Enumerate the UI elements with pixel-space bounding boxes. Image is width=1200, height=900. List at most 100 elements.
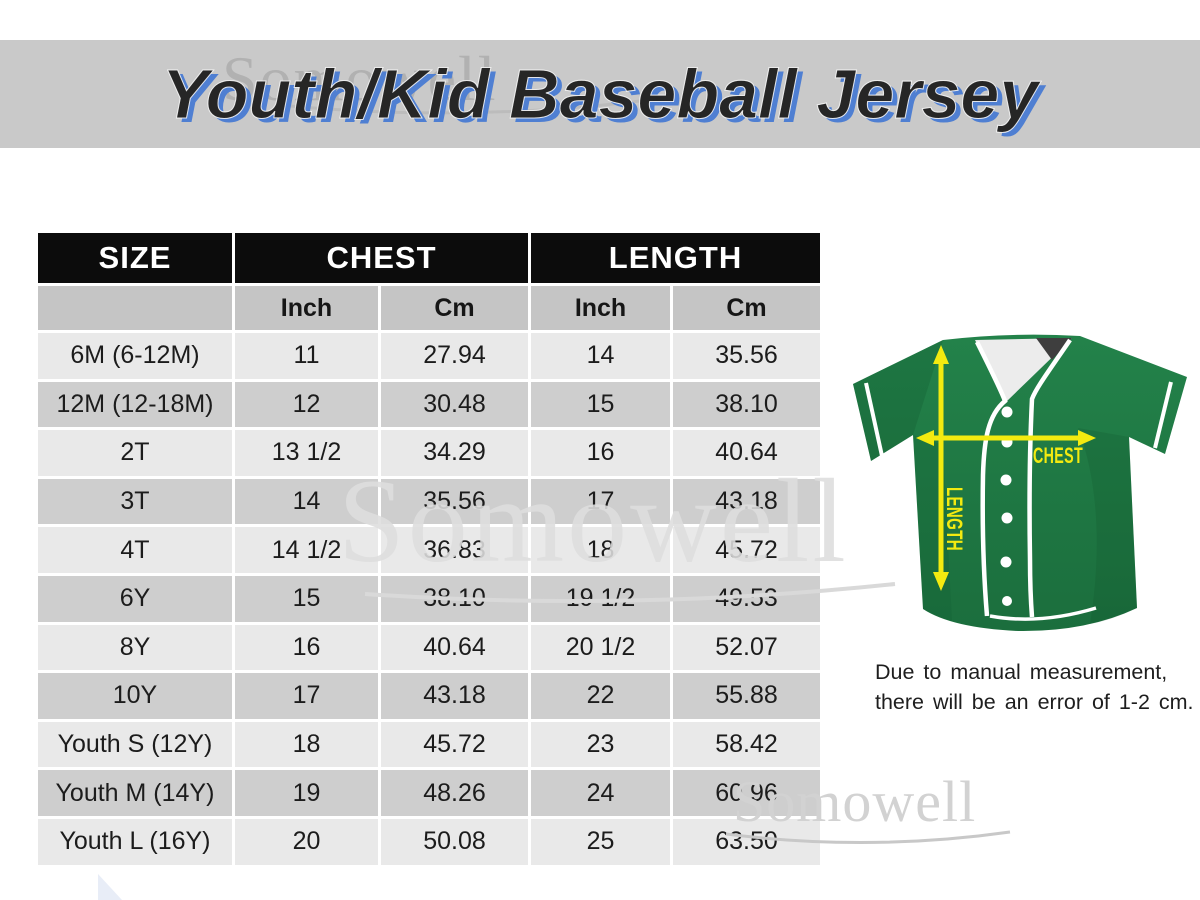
length-column-header: LENGTH — [528, 230, 824, 286]
size-cell: Youth S (12Y) — [35, 718, 235, 771]
watermark-top: Somowell — [222, 43, 498, 114]
chest-inch-header: Inch — [232, 283, 381, 333]
chest-cm-cell: 27.94 — [377, 330, 532, 382]
jersey-right-shade — [1078, 428, 1137, 624]
chest-inch-cell: 17 — [232, 670, 381, 722]
length-cm-header: Cm — [670, 283, 824, 333]
chest-cm-header: Cm — [377, 283, 532, 333]
length-cm-cell: 63.50 — [670, 815, 824, 868]
size-cell: 4T — [35, 524, 235, 576]
length-inch-cell: 24 — [528, 767, 674, 819]
header-unit-row: Inch Cm Inch Cm — [35, 283, 824, 333]
size-cell: Youth L (16Y) — [35, 815, 235, 868]
chest-inch-cell: 12 — [232, 378, 381, 431]
length-inch-header: Inch — [528, 283, 674, 333]
table-row: 3T 14 35.56 17 43.18 — [35, 475, 824, 528]
size-cell: 8Y — [35, 621, 235, 674]
title-banner — [0, 40, 1200, 148]
chest-inch-cell: 20 — [232, 815, 381, 868]
size-cell: 10Y — [35, 670, 235, 722]
length-inch-cell: 23 — [528, 718, 674, 771]
size-column-header: SIZE — [35, 230, 235, 286]
chest-cm-cell: 30.48 — [377, 378, 532, 431]
length-arrow — [933, 345, 949, 591]
table-row: Youth M (14Y) 19 48.26 24 60.96 — [35, 767, 824, 819]
table-row: 6M (6-12M) 11 27.94 14 35.56 — [35, 330, 824, 382]
length-inch-cell: 16 — [528, 427, 674, 479]
size-table-body: 6M (6-12M) 11 27.94 14 35.56 12M (12-18M) 12 30… — [35, 330, 824, 868]
jersey-placket-left-piping — [974, 340, 1008, 617]
jersey-body-group — [853, 334, 1187, 632]
size-cell: 2T — [35, 427, 235, 479]
measurement-arrows: CHEST LENGTH — [916, 345, 1096, 591]
chest-cm-cell: 50.08 — [377, 815, 532, 868]
units-empty-cell — [35, 283, 235, 333]
size-table-header: SIZE CHEST LENGTH Inch Cm Inch Cm — [35, 230, 824, 333]
length-cm-cell: 35.56 — [670, 330, 824, 382]
jersey-collar-shadow — [1036, 338, 1072, 360]
table-row: 6Y 15 38.10 19 1/2 49.53 — [35, 572, 824, 625]
length-cm-cell: 43.18 — [670, 475, 824, 528]
chest-column-header: CHEST — [231, 230, 532, 286]
jersey-button — [1001, 512, 1013, 524]
table-row: 4T 14 1/2 36.83 18 45.72 — [35, 524, 824, 576]
length-cm-cell: 49.53 — [670, 572, 824, 625]
jersey-illustration: CHEST LENGTH — [853, 334, 1187, 632]
length-inch-cell: 15 — [528, 378, 674, 431]
jersey-button — [1001, 406, 1013, 418]
chest-cm-cell: 48.26 — [377, 767, 532, 819]
chest-cm-cell: 45.72 — [377, 718, 532, 771]
length-inch-cell: 14 — [528, 330, 674, 382]
chest-cm-cell: 36.83 — [377, 524, 532, 576]
size-cell: Youth M (14Y) — [35, 767, 235, 819]
size-cell: 6M (6-12M) — [35, 330, 235, 382]
size-cell: 12M (12-18M) — [35, 378, 235, 431]
length-cm-cell: 38.10 — [670, 378, 824, 431]
table-row: 10Y 17 43.18 22 55.88 — [35, 670, 824, 722]
size-cell: 6Y — [35, 572, 235, 625]
table-row: Youth S (12Y) 18 45.72 23 58.42 — [35, 718, 824, 771]
size-cell: 3T — [35, 475, 235, 528]
chest-cm-cell: 38.10 — [377, 572, 532, 625]
header-group-row: SIZE CHEST LENGTH — [35, 230, 824, 286]
jersey-body — [853, 334, 1187, 632]
corner-artifact — [98, 874, 122, 900]
table-row: 12M (12-18M) 12 30.48 15 38.10 — [35, 378, 824, 431]
chest-inch-cell: 14 — [232, 475, 381, 528]
length-cm-cell: 40.64 — [670, 427, 824, 479]
jersey-button — [1002, 596, 1012, 606]
table-row: 2T 13 1/2 34.29 16 40.64 — [35, 427, 824, 479]
measurement-note: Due to manual measurement, there will be… — [875, 658, 1194, 717]
length-inch-cell: 19 1/2 — [528, 572, 674, 625]
chest-cm-cell: 34.29 — [377, 427, 532, 479]
jersey-left-sleeve-piping — [864, 382, 884, 457]
table-row: 8Y 16 40.64 20 1/2 52.07 — [35, 621, 824, 674]
measurement-note-line1: Due to manual measurement, — [875, 660, 1168, 684]
chest-cm-cell: 43.18 — [377, 670, 532, 722]
page-title: Youth/Kid Baseball Jersey — [161, 55, 1039, 134]
length-inch-cell: 20 1/2 — [528, 621, 674, 674]
jersey-placket-right-piping — [1027, 338, 1072, 618]
jersey-hem-piping — [989, 606, 1097, 621]
jersey-right-sleeve-piping — [1153, 381, 1173, 449]
watermark-top-swoosh — [290, 99, 640, 115]
chest-inch-cell: 16 — [232, 621, 381, 674]
chest-arrow — [916, 430, 1096, 446]
chest-cm-cell: 40.64 — [377, 621, 532, 674]
jersey-button — [1000, 556, 1012, 568]
jersey-button — [1000, 474, 1012, 486]
length-cm-cell: 52.07 — [670, 621, 824, 674]
length-inch-cell: 17 — [528, 475, 674, 528]
length-inch-cell: 22 — [528, 670, 674, 722]
chest-cm-cell: 35.56 — [377, 475, 532, 528]
jersey-chest-label: CHEST — [1033, 443, 1083, 468]
length-cm-cell: 60.96 — [670, 767, 824, 819]
size-table: SIZE CHEST LENGTH Inch Cm Inch Cm 6M (6-… — [35, 230, 824, 868]
chest-inch-cell: 11 — [232, 330, 381, 382]
chest-inch-cell: 15 — [232, 572, 381, 625]
jersey-length-label: LENGTH — [942, 487, 967, 551]
length-cm-cell: 55.88 — [670, 670, 824, 722]
length-inch-cell: 18 — [528, 524, 674, 576]
chest-inch-cell: 18 — [232, 718, 381, 771]
